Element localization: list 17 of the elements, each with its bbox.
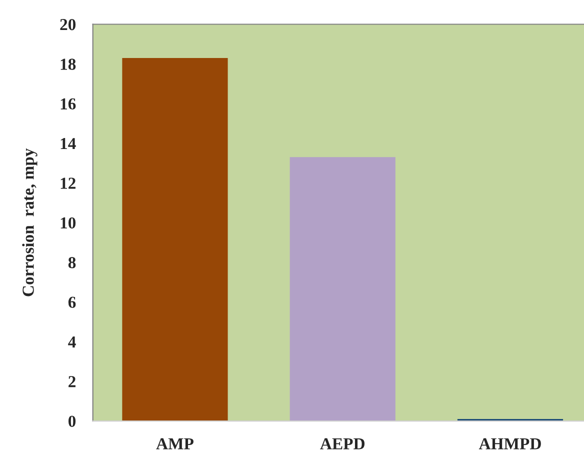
y-tick-label: 4 [68, 336, 76, 348]
x-tick-label: AEPD [320, 438, 364, 450]
y-tick-label: 6 [68, 296, 76, 308]
x-tick-label: AMP [156, 438, 194, 450]
y-tick-label: 0 [68, 416, 76, 427]
y-axis-title: Corrosion rate, mpy [22, 148, 38, 296]
bar [290, 157, 396, 422]
y-tick-label: 16 [60, 98, 76, 110]
y-tick-label: 8 [68, 257, 76, 268]
y-tick-label: 12 [60, 178, 76, 189]
y-tick-label: 10 [60, 217, 76, 229]
y-tick-label: 14 [60, 138, 76, 150]
y-tick-label: 18 [60, 58, 76, 70]
y-tick-label: 20 [60, 18, 76, 30]
bar [122, 58, 228, 422]
x-tick-label: AHMPD [478, 438, 541, 450]
y-tick-label: 2 [68, 376, 76, 388]
